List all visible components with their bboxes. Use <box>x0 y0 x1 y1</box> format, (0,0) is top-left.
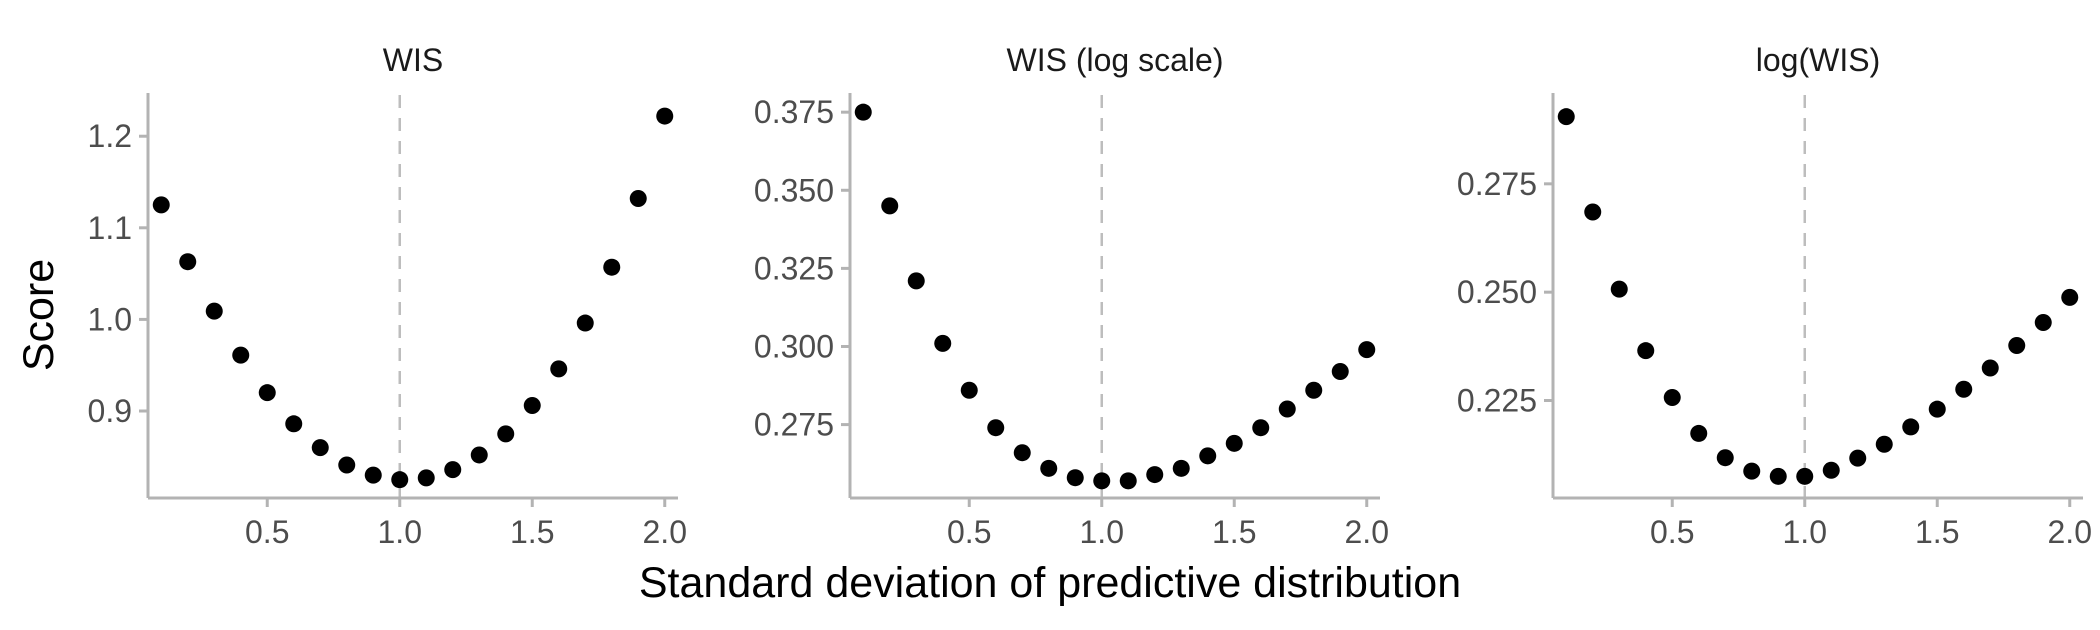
data-point <box>1305 381 1323 399</box>
data-point <box>444 461 462 479</box>
data-point <box>152 196 170 214</box>
x-tick-label: 1.0 <box>1783 514 1827 550</box>
data-point <box>1796 467 1814 485</box>
data-point <box>1981 359 1999 377</box>
data-point <box>1690 424 1708 442</box>
data-point <box>987 419 1005 437</box>
data-point <box>1146 466 1164 484</box>
x-axis-title: Standard deviation of predictive distrib… <box>639 559 1461 607</box>
data-point <box>1278 400 1296 418</box>
data-point <box>1040 459 1058 477</box>
data-point <box>2034 314 2052 331</box>
data-point <box>1663 388 1681 406</box>
data-point <box>338 456 356 474</box>
data-point <box>258 384 276 402</box>
y-axis-title: Score <box>15 259 63 371</box>
x-tick-label: 0.5 <box>245 514 289 550</box>
y-tick-label: 0.275 <box>754 407 834 443</box>
x-tick-label: 1.5 <box>1915 514 1959 550</box>
data-point <box>934 334 952 352</box>
data-point <box>1849 449 1867 467</box>
panel-title: log(WIS) <box>1756 42 1880 78</box>
y-tick-label: 0.9 <box>88 393 132 429</box>
data-point <box>1902 418 1920 436</box>
data-point <box>1955 380 1973 398</box>
data-point <box>629 189 647 207</box>
data-point <box>364 466 382 484</box>
data-point <box>1119 472 1137 490</box>
y-tick-label: 1.2 <box>88 118 132 154</box>
data-point <box>1637 342 1655 360</box>
panel-3: log(WIS) 0.225 0.250 0.275 0.5 1.0 1.5 2.0 <box>1457 42 2092 550</box>
data-point <box>1584 203 1602 221</box>
x-tick-label: 2.0 <box>643 514 687 550</box>
data-point <box>2061 288 2079 306</box>
data-point <box>1610 280 1628 298</box>
data-point <box>179 253 197 271</box>
data-point <box>1716 449 1734 467</box>
panel-2: WIS (log scale) 0.275 0.300 0.325 0.350 0.375… <box>754 42 1389 550</box>
y-tick-label: 0.275 <box>1457 166 1537 202</box>
x-tick-label: 1.0 <box>378 514 422 550</box>
data-point <box>1013 444 1031 462</box>
data-point <box>232 346 250 364</box>
y-tick-label: 1.0 <box>88 301 132 337</box>
y-tick-label: 0.350 <box>754 172 834 208</box>
data-point <box>523 396 541 414</box>
data-point <box>391 471 409 489</box>
data-point <box>1331 362 1349 380</box>
data-point <box>1093 472 1111 490</box>
data-point <box>1252 419 1270 437</box>
data-point <box>576 314 594 332</box>
data-point <box>1066 469 1084 487</box>
data-point <box>1769 467 1787 485</box>
panel-title: WIS <box>383 42 443 78</box>
panel-title: WIS (log scale) <box>1007 42 1224 78</box>
data-point <box>285 415 303 433</box>
data-point <box>1199 447 1217 465</box>
data-point <box>417 469 435 487</box>
data-point <box>1743 462 1761 480</box>
x-tick-label: 1.5 <box>1212 514 1256 550</box>
x-tick-label: 1.5 <box>510 514 554 550</box>
data-point <box>1225 434 1243 452</box>
data-point <box>1358 341 1376 359</box>
data-point <box>960 381 978 399</box>
data-point <box>550 360 568 378</box>
panel-1: WIS 0.9 1.0 1.1 1.2 0.5 1.0 1.5 2.0 <box>88 42 687 550</box>
data-point <box>1875 435 1893 453</box>
data-point <box>603 258 621 276</box>
y-tick-label: 0.250 <box>1457 274 1537 310</box>
y-tick-label: 0.375 <box>754 94 834 130</box>
x-tick-label: 0.5 <box>1650 514 1694 550</box>
data-point <box>854 103 872 121</box>
data-point <box>907 272 925 290</box>
data-point <box>656 107 674 125</box>
x-tick-label: 0.5 <box>947 514 991 550</box>
data-point <box>1172 459 1190 477</box>
y-tick-label: 1.1 <box>88 210 132 246</box>
data-point <box>1822 461 1840 479</box>
data-point <box>497 425 515 443</box>
data-point <box>1928 400 1946 418</box>
data-point <box>205 302 223 320</box>
data-point <box>881 197 899 215</box>
data-point <box>1557 108 1575 126</box>
x-tick-label: 2.0 <box>2048 514 2092 550</box>
x-tick-label: 1.0 <box>1080 514 1124 550</box>
data-point <box>2008 336 2026 354</box>
data-point <box>470 446 488 464</box>
y-tick-label: 0.225 <box>1457 383 1537 419</box>
x-tick-label: 2.0 <box>1345 514 1389 550</box>
data-point <box>311 439 329 457</box>
y-tick-label: 0.325 <box>754 250 834 286</box>
y-tick-label: 0.300 <box>754 328 834 364</box>
